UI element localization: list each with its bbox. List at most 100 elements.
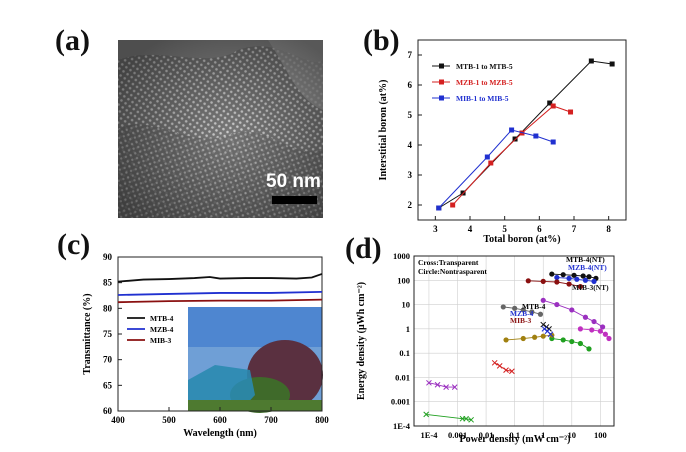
b-ytick-label: 6 — [408, 80, 413, 90]
plot-frame-c — [117, 256, 323, 412]
b-point — [609, 61, 615, 67]
d-ytick-label: 1000 — [393, 251, 410, 261]
inset-photo-film — [188, 365, 255, 411]
d-point-cross — [426, 379, 432, 386]
d-series-line — [580, 328, 610, 339]
d-point — [569, 307, 575, 313]
b-point — [436, 205, 442, 211]
b-legend-marker — [439, 79, 444, 85]
d-point — [554, 301, 560, 308]
d-xlabel: Power density (mW cm⁻²) — [460, 434, 571, 445]
d-point — [554, 279, 560, 285]
d-ytick-label: 10 — [402, 300, 411, 310]
d-series-line — [428, 382, 455, 388]
d-point — [560, 272, 566, 278]
b-ytick-label: 2 — [408, 200, 413, 210]
d-point — [574, 276, 580, 282]
d-point-cross — [541, 326, 548, 332]
c-ytick-label: 85 — [103, 278, 113, 288]
c-xtick-label: 500 — [162, 415, 176, 425]
d-point — [525, 278, 531, 284]
d-ytick-label: 1E-4 — [393, 421, 411, 431]
d-ytick-label: 0.01 — [395, 372, 410, 382]
tem-micrograph — [118, 40, 323, 218]
d-series-line — [503, 306, 541, 315]
scale-bar — [272, 196, 317, 204]
c-ytick-label: 60 — [103, 406, 113, 416]
d-point — [577, 340, 583, 347]
c-ytick-label: 75 — [103, 329, 113, 339]
d-point-cross — [540, 321, 547, 328]
b-legend-label: MZB-1 to MZB-5 — [456, 78, 513, 87]
d-series-line — [551, 338, 590, 350]
d-point-cross — [496, 362, 503, 369]
panel-label-b: (b) — [363, 24, 400, 57]
d-annot-mzb4: MZB-4 — [510, 309, 534, 318]
d-xtick-label: 1E-4 — [420, 430, 438, 440]
b-point — [547, 100, 553, 106]
b-ytick-label: 4 — [408, 140, 413, 150]
c-xlabel: Wavelength (nm) — [183, 428, 257, 439]
d-point — [586, 346, 592, 352]
d-point-cross — [459, 415, 466, 422]
d-series-line — [494, 362, 512, 372]
c-ytick-label: 70 — [103, 355, 113, 365]
b-point — [488, 160, 494, 166]
d-point-cross — [544, 328, 551, 335]
panel-label-c: (c) — [57, 228, 91, 261]
d-xtick-label: 0.01 — [479, 430, 494, 440]
b-xtick-label: 8 — [606, 224, 611, 234]
c-series-line — [117, 273, 323, 283]
d-point-cross — [463, 415, 469, 422]
d-xtick-label: 1 — [541, 430, 545, 440]
b-point — [484, 154, 490, 160]
c-xtick-label: 400 — [111, 415, 125, 425]
inset-photo — [188, 307, 322, 411]
d-point — [532, 334, 538, 340]
b-point — [509, 127, 515, 133]
tem-image — [118, 40, 323, 218]
d-point — [600, 324, 606, 330]
d-series-line — [544, 328, 551, 335]
d-ytick-label: 1 — [406, 324, 410, 334]
d-point — [580, 273, 586, 279]
b-point — [512, 136, 518, 142]
d-point — [566, 275, 572, 281]
d-point — [602, 331, 608, 337]
d-ytick-label: 100 — [397, 275, 410, 285]
b-point — [450, 202, 456, 208]
d-point — [571, 272, 577, 278]
d-point — [606, 335, 612, 342]
panel-label-d: (d) — [345, 232, 382, 265]
d-point — [537, 311, 544, 317]
c-xtick-label: 800 — [315, 415, 329, 425]
inset-photo-sky-top — [188, 307, 322, 347]
c-legend-label: MTB-4 — [150, 314, 174, 323]
d-xtick-label: 10 — [568, 430, 577, 440]
d-point — [591, 278, 597, 284]
b-series-line — [438, 60, 613, 209]
d-point-cross — [451, 384, 458, 390]
b-point — [519, 130, 525, 136]
b-legend-marker — [439, 95, 444, 101]
b-xtick-label: 7 — [572, 224, 577, 234]
c-xtick-label: 600 — [213, 415, 227, 425]
d-point — [593, 275, 599, 281]
d-point — [591, 318, 597, 325]
d-xtick-label: 100 — [594, 430, 607, 440]
c-ytick-label: 90 — [103, 252, 113, 262]
d-point-cross — [547, 331, 554, 338]
d-series-line — [528, 280, 581, 288]
d-series-line — [426, 413, 472, 421]
plot-frame-d — [413, 255, 615, 427]
b-ytick-label: 3 — [408, 170, 413, 180]
d-point — [500, 304, 506, 310]
d-point-cross — [509, 368, 515, 375]
d-point — [529, 309, 535, 315]
d-series-line — [506, 334, 552, 341]
d-legend-circle: Circle:Nontrasparent — [418, 267, 487, 276]
b-xlabel: Total boron (at%) — [483, 234, 560, 245]
b-ytick-label: 5 — [408, 110, 413, 120]
